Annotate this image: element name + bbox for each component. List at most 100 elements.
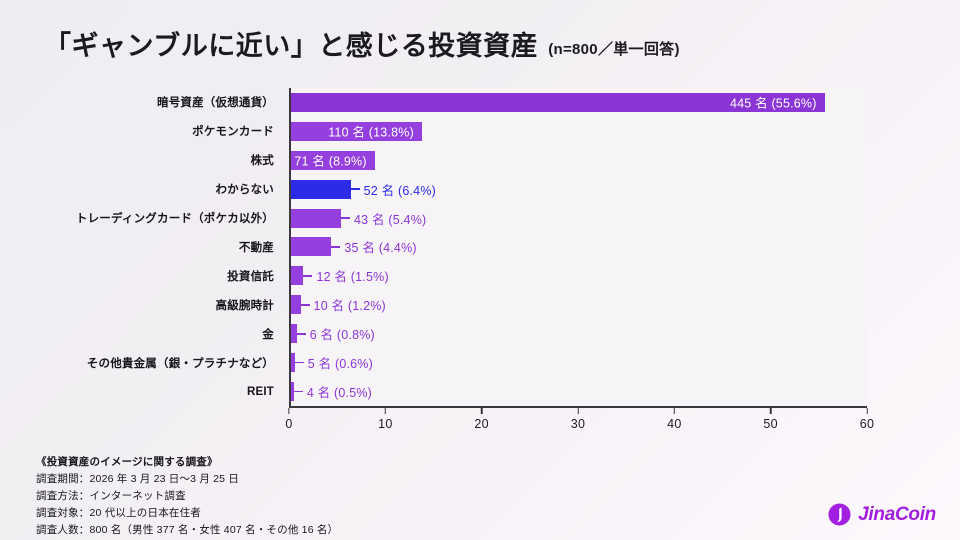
x-axis-line [289,406,867,408]
y-axis-category-label: 高級腕時計 [215,299,274,312]
bar-row: 5 名 (0.6%) [289,348,867,377]
y-axis-category-label: 株式 [250,155,274,168]
tick-mark [384,408,387,414]
bar-row: 35 名 (4.4%) [289,233,867,262]
bar-value-label: 35 名 (4.4%) [331,237,417,256]
y-axis-line [289,88,291,408]
tick-label: 20 [474,417,489,431]
chart-title-block: 「ギャンブルに近い」と感じる投資資産 (n=800／単一回答) [44,31,680,62]
brand-name: JinaCoin [858,503,936,525]
bar-value-text: 43 名 (5.4%) [354,212,427,227]
plot-background [289,88,867,408]
tick-label: 0 [285,417,293,431]
bar-value-label: 43 名 (5.4%) [341,209,426,228]
bar-value-label: 4 名 (0.5%) [293,382,373,401]
bar-value-label: 12 名 (1.5%) [303,266,389,285]
bar-row: 4 名 (0.5%) [289,377,867,406]
tick-label: 40 [667,417,682,431]
bar-row: 52 名 (6.4%) [289,175,867,204]
leader-line-icon [331,246,341,248]
bar[interactable] [289,266,304,286]
bar-value-label: 110 名 (13.8%) [328,125,414,140]
tick-mark [673,408,676,414]
tick-mark [769,408,772,414]
bar-value-text: 4 名 (0.5%) [306,386,373,401]
y-axis-category-label: トレーディングカード（ポケカ以外） [75,213,274,226]
tick-label: 50 [763,417,778,431]
bar-rows: 445 名 (55.6%) 110 名 (13.8%) 71 名 (8.9%) 52 … [289,88,867,406]
y-axis-category-label: ポケモンカード [192,126,274,139]
bar-row: 445 名 (55.6%) [289,88,867,117]
footnote-line: 《投資資産のイメージに関する調査》 [36,456,218,468]
footnote-line: 調査方法：インターネット調査 [36,490,186,502]
bar[interactable] [289,295,301,315]
bar-value-text: 6 名 (0.8%) [309,328,375,343]
bar[interactable] [289,382,294,402]
y-axis-category-label: 不動産 [238,241,274,254]
footnote-line: 調査対象：20 代以上の日本在住者 [36,507,201,519]
bar-value-label: 5 名 (0.6%) [294,353,373,372]
tick-label: 60 [859,417,875,431]
bar[interactable]: 445 名 (55.6%) [289,92,825,112]
x-axis-tick: 60 [860,408,875,431]
x-axis-tick: 40 [667,408,682,431]
leader-line-icon [350,188,360,190]
x-axis-tick: 20 [474,408,489,431]
leader-line-icon [303,275,313,277]
bar-value-text: 52 名 (6.4%) [363,183,437,198]
bar-value-text: 10 名 (1.2%) [313,299,386,314]
tick-label: 30 [570,417,586,431]
survey-footnote: 《投資資産のイメージに関する調査》調査期間：2026 年 3 月 23 日〜3 … [36,454,338,539]
x-axis-tick: 50 [763,408,778,431]
tick-mark [866,408,868,414]
y-axis-category-label: REIT [247,385,274,398]
y-axis-category-label: 暗号資産（仮想通貨） [157,97,274,110]
tick-mark [480,408,483,414]
bar-value-text: 35 名 (4.4%) [344,241,417,256]
y-axis-category-labels: 暗号資産（仮想通貨） ポケモンカード株式わからないトレーディングカード（ポケカ以外… [0,88,283,406]
page-subtitle: (n=800／単一回答) [548,40,680,58]
bar-value-label: 6 名 (0.8%) [296,324,375,343]
y-axis-category-label: 投資信託 [227,270,274,283]
bar-row: 6 名 (0.8%) [289,319,867,348]
bar-row: 110 名 (13.8%) [289,117,867,146]
footnote-line: 調査期間：2026 年 3 月 23 日〜3 月 25 日 [36,473,240,485]
leader-line-icon [293,390,303,393]
tick-label: 10 [378,417,393,431]
bar[interactable] [289,179,351,199]
leader-line-icon [294,361,304,364]
footnote-line: 調査人数：800 名（男性 377 名・女性 407 名・その他 16 名） [36,524,339,536]
jinacoin-circle-mark-icon [828,503,851,526]
leader-line-icon [341,217,351,219]
x-axis-tick: 30 [571,408,586,431]
bar[interactable]: 71 名 (8.9%) [289,150,375,170]
y-axis-category-label: わからない [215,184,274,197]
tick-mark [577,408,579,414]
bar-row: 12 名 (1.5%) [289,261,867,290]
bar-row: 71 名 (8.9%) [289,146,867,175]
bar-row: 43 名 (5.4%) [289,204,867,233]
x-axis-tick: 0 [285,408,292,431]
tick-mark [288,408,290,414]
bar-value-text: 12 名 (1.5%) [316,270,389,285]
bar-value-label: 445 名 (55.6%) [729,96,817,111]
bar-value-label: 71 名 (8.9%) [294,154,367,169]
y-axis-category-label: その他貴金属（銀・プラチナなど） [86,357,274,370]
bar[interactable]: 110 名 (13.8%) [289,121,422,141]
page-title: 「ギャンブルに近い」と感じる投資資産 [44,31,539,61]
bar[interactable] [289,208,342,228]
x-axis-ticks: 0 10 20 30 40 50 60 [285,408,874,434]
bar[interactable] [289,237,332,257]
plot-area: 445 名 (55.6%) 110 名 (13.8%) 71 名 (8.9%) 52 … [289,88,867,408]
y-axis-category-label: 金 [262,328,274,341]
bar[interactable] [289,353,295,373]
bar-value-label: 52 名 (6.4%) [350,180,437,199]
leader-line-icon [296,332,306,335]
bar[interactable] [289,324,297,344]
bar-value-label: 10 名 (1.2%) [300,295,386,314]
x-axis-tick: 10 [378,408,393,431]
bar-value-text: 5 名 (0.6%) [307,357,373,372]
bar-row: 10 名 (1.2%) [289,290,867,319]
leader-line-icon [300,304,310,306]
